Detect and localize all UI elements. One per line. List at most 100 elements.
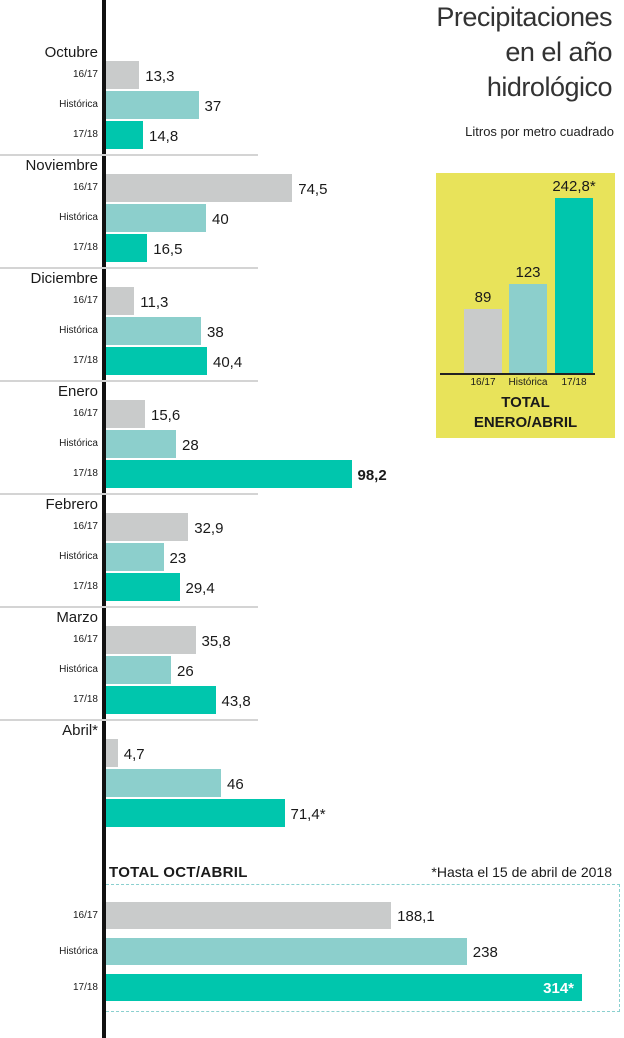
total-oct-abril-title: TOTAL OCT/ABRIL [109,864,248,881]
bar-s1617 [106,400,145,428]
series-label: 16/17 [72,295,98,306]
month-separator [0,719,258,721]
total-value-label: 238 [472,944,498,961]
series-label: 17/18 [72,468,98,479]
bar-s1617 [106,61,140,89]
value-label: 13,3 [145,68,175,85]
bar-s1718 [106,121,143,149]
value-label: 26 [177,663,194,680]
value-label: 71,4* [290,806,326,823]
value-label: 11,3 [140,294,169,311]
series-label: Histórica [59,664,98,675]
vertical-axis [102,0,106,1038]
bar-s1617 [106,739,118,767]
value-label: 23 [169,550,187,567]
series-label: 17/18 [72,129,98,140]
mini-bar-historica [509,284,547,373]
mini-bar-s1617 [464,308,502,373]
bar-s1718 [106,573,180,601]
value-label: 40 [212,211,229,228]
bar-s1718 [106,460,352,488]
value-label: 43,8 [221,693,251,710]
bar-historica [106,769,221,797]
bar-s1718 [106,347,207,375]
series-label: 17/18 [72,355,98,366]
value-label: 29,4 [185,580,215,597]
series-label: 16/17 [72,182,98,193]
mini-value-label: 242,8* [552,178,596,196]
series-label: 17/18 [72,694,98,705]
month-label-4: Febrero [45,496,98,513]
series-label: Histórica [59,325,98,336]
mini-value-label: 89 [474,288,492,306]
value-label: 32,9 [194,520,224,537]
value-label: 28 [182,437,199,454]
value-label: 38 [207,324,224,341]
value-label: 14,8 [149,128,179,145]
bar-historica [106,656,171,684]
value-label: 37 [204,98,222,115]
month-label-0: Octubre [44,44,98,61]
mini-chart-baseline [440,373,595,375]
month-label-6: Abril* [62,722,98,739]
total-series-label: Histórica [59,946,98,957]
title-line-3: hidrológico [486,72,613,102]
month-separator [0,380,258,382]
series-label: Histórica [59,212,98,223]
total-oct-abril-box [106,884,620,1012]
month-separator [0,267,258,269]
mini-title-line-2: ENERO/ABRIL [473,414,578,431]
total-bar-historica [106,938,467,965]
mini-title-line-1: TOTAL [501,394,550,411]
value-label: 35,8 [201,633,231,650]
bar-s1718 [106,686,216,714]
total-value-label: 314* [543,980,575,997]
footnote: *Hasta el 15 de abril de 2018 [431,864,612,880]
bar-s1617 [106,626,196,654]
total-bar-s1718 [106,974,583,1001]
bar-s1718 [106,799,285,827]
bar-historica [106,543,164,571]
series-label: 16/17 [72,69,98,80]
bar-s1718 [106,234,148,262]
series-label: Histórica [59,99,98,110]
bar-historica [106,317,201,345]
total-value-label: 188,1 [397,908,435,925]
value-label: 98,2 [357,467,387,484]
month-label-2: Diciembre [30,270,98,287]
month-label-1: Noviembre [25,157,98,174]
mini-value-label: 123 [515,264,541,282]
mini-bar-s1718 [555,198,593,373]
series-label: 16/17 [72,634,98,645]
value-label: 15,6 [151,407,181,424]
value-label: 40,4 [213,354,243,371]
month-label-5: Marzo [56,609,98,626]
series-label: 16/17 [72,521,98,532]
month-separator [0,606,258,608]
total-series-label: 16/17 [72,910,98,921]
bar-historica [106,204,206,232]
bar-historica [106,430,176,458]
month-label-3: Enero [57,383,98,400]
month-separator [0,154,258,156]
mini-category-label: 17/18 [561,377,587,388]
month-separator [0,493,258,495]
value-label: 46 [227,776,244,793]
total-series-label: 17/18 [72,982,98,993]
series-label: 17/18 [72,242,98,253]
series-label: Histórica [59,438,98,449]
title-line-2: en el año [505,37,612,67]
title-line-1: Precipitaciones [436,2,612,32]
mini-category-label: Histórica [508,377,548,388]
total-bar-s1617 [106,902,392,929]
value-label: 4,7 [123,746,145,763]
value-label: 74,5 [298,181,328,198]
chart-subtitle: Litros por metro cuadrado [465,124,614,139]
series-label: Histórica [59,551,98,562]
series-label: 16/17 [72,408,98,419]
bar-s1617 [106,513,189,541]
bar-s1617 [106,174,293,202]
series-label: 17/18 [72,581,98,592]
mini-category-label: 16/17 [470,377,496,388]
value-label: 16,5 [153,241,183,258]
